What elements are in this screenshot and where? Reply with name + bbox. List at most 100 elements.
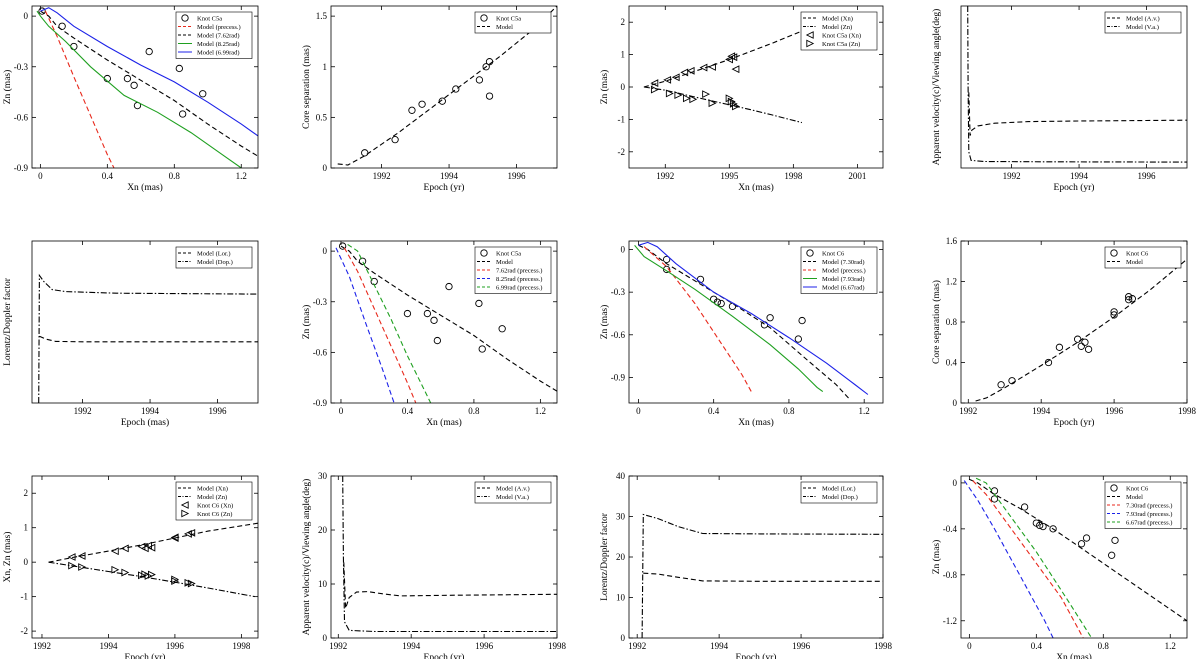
data-point-p1-0-9: [179, 110, 187, 118]
y-tick-label-p8-0: 0: [953, 398, 958, 408]
x-tick-label-p11-2: 1996: [792, 641, 811, 651]
data-point-p9-2-2: [110, 547, 119, 556]
legend-label-p9-3: Knot C6 (Zn): [197, 511, 232, 518]
legend-box-p10: [474, 481, 552, 504]
x-axis-title-p3: Xn (mas): [738, 182, 774, 193]
x-axis-title-p10: Epoch (yr): [424, 652, 465, 659]
y-tick-label-p7-1: -0.3: [611, 287, 626, 297]
x-axis-title-p12: Xn (mas): [1056, 652, 1092, 659]
y-tick-label-p8-1: 0.4: [946, 358, 958, 368]
x-tick-label-p8-2: 1996: [1105, 406, 1124, 416]
data-point-p1-0-2: [70, 42, 78, 51]
y-axis-title-p4: Apparent velocity(c)/Viewing angle(deg): [931, 9, 942, 166]
x-tick-label-p4-0: 1992: [1003, 171, 1021, 181]
data-point-p12-0-2: [1020, 503, 1029, 511]
data-point-p6-0-6: [433, 336, 442, 345]
legend-label-p8-1: Model: [1126, 259, 1143, 266]
plot-frame-p10: [330, 475, 558, 639]
data-point-p9-2-9: [170, 533, 179, 542]
data-point-p3-3-4: [689, 95, 698, 104]
y-tick-label-p8-2: 0.8: [946, 317, 958, 327]
legend-marker-p6-0: [480, 249, 488, 257]
x-tick-label-p10-3: 1998: [548, 641, 567, 651]
plot-frame-p7: [628, 240, 884, 404]
y-tick-label-p9-3: -1: [21, 592, 29, 602]
x-tick-label-p12-2: 0.8: [1098, 641, 1110, 651]
plot-frame-p9: [31, 475, 259, 639]
legend-label-p1-1: Model (precess.): [197, 24, 241, 31]
legend-label-p5-1: Model (Dop.): [197, 259, 233, 266]
x-tick-label-p10-1: 1994: [402, 641, 421, 651]
y-tick-label-p6-3: -0.9: [313, 398, 328, 408]
series-line-p5-1: [38, 273, 258, 403]
data-point-p1-0-10: [199, 90, 207, 98]
y-axis-title-p3: Zn (mas): [599, 70, 610, 105]
y-tick-label-p3-4: -2: [618, 147, 626, 157]
y-axis-title-p10: Apparent velocity(c)/Viewing angle(deg): [301, 479, 312, 636]
legend-label-p5-0: Model (Lor.): [197, 250, 231, 257]
legend-label-p11-0: Model (Lor.): [822, 485, 856, 492]
legend-p4: Model (A.v.) Model (V.a.): [1104, 11, 1182, 34]
series-line-p6-3: [335, 247, 395, 403]
series-line-p12-4: [975, 477, 1093, 638]
plot-area-p3: [643, 31, 803, 124]
x-axis-title-p5: Epoch (mas): [121, 417, 169, 428]
chart-p12: 0 0.4 0.8 1.2 0 -0.4 -0.8 -1.2 Xn (mas) Zn (mas) K…: [931, 475, 1188, 659]
legend-label-p1-0: Knot C5a: [197, 15, 222, 22]
data-point-p8-0-11: [1125, 293, 1133, 301]
data-point-p6-0-3: [403, 309, 412, 318]
series-line-p6-1: [340, 245, 557, 392]
x-axis-title-p11: Epoch (yr): [736, 652, 777, 659]
plot-frame-p12: [960, 475, 1188, 639]
data-point-p9-3-9: [171, 577, 180, 586]
data-point-p9-2-1: [77, 552, 86, 560]
data-point-p3-2-0: [650, 79, 659, 88]
plot-area-p9: [48, 522, 258, 598]
legend-p10: Model (A.v.) Model (V.a.): [474, 481, 552, 504]
series-line-p7-2: [643, 246, 752, 392]
legend-label-p12-4: 6.67rad (precess.): [1126, 519, 1172, 526]
series-line-p1-1: [44, 10, 115, 168]
y-tick-label-p2-1: 0.5: [316, 112, 328, 122]
series-line-p4-0: [968, 92, 1187, 136]
chart-p7: 0 0.4 0.8 1.2 0 -0.3 -0.6 -0.9 Xn (mas) Zn (mas) K…: [599, 240, 884, 428]
data-point-p1-0-5: [130, 81, 138, 89]
legend-p8: Knot C6 Model: [1104, 246, 1182, 269]
data-point-p7-0-10: [798, 316, 806, 325]
data-point-p12-0-9: [1108, 551, 1116, 559]
legend-label-p3-0: Model (Xn): [822, 15, 853, 22]
series-line-p11-0: [643, 572, 883, 582]
series-line-p7-1: [638, 244, 850, 400]
data-point-p3-3-5: [702, 90, 711, 99]
data-point-p9-3-7: [147, 570, 156, 579]
legend-label-p12-3: 7.93rad (precess.): [1126, 511, 1172, 518]
data-point-p12-0-1: [990, 495, 999, 503]
data-point-p9-2-7: [147, 543, 156, 552]
legend-label-p11-1: Model (Dop.): [822, 494, 858, 501]
series-line-p4-1: [967, 6, 1187, 163]
x-axis-title-p1: Xn (mas): [127, 182, 163, 193]
legend-label-p8-0: Knot C6: [1126, 250, 1149, 257]
plot-area-p7: [634, 241, 869, 400]
data-point-p2-0-0: [361, 149, 369, 157]
y-tick-label-p7-0: 0: [621, 245, 626, 255]
plot-area-p10: [342, 476, 557, 633]
x-tick-label-p6-2: 0.8: [468, 406, 480, 416]
x-tick-label-p2-1: 1994: [440, 171, 459, 181]
chart-p11: 1992 1994 1996 1998 0 10 20 30 40 Epoch (yr) Loren…: [599, 471, 893, 659]
legend-label-p6-3: 8.25rad (precess.): [496, 276, 542, 283]
legend-marker-p2-0: [480, 14, 488, 22]
plot-area-p2: [337, 6, 557, 166]
legend-p5: Model (Lor.) Model (Dop.): [175, 246, 253, 269]
legend-marker-p3-3: [806, 39, 815, 48]
y-tick-label-p2-2: 1: [323, 62, 328, 72]
legend-p2: Knot C5a Model: [474, 11, 552, 34]
legend-label-p1-4: Model (6.99rad): [197, 49, 240, 56]
x-tick-label-p7-2: 0.8: [783, 406, 795, 416]
series-line-p10-0: [343, 562, 557, 609]
y-axis-title-p9: Xn, Zn (mas): [2, 532, 13, 583]
chart-p3: 1992 1995 1998 2001 2 1 0 -1 -2 Xn (mas) Zn (mas) M…: [599, 5, 884, 193]
legend-label-p3-2: Knot C5a (Xn): [822, 32, 861, 39]
